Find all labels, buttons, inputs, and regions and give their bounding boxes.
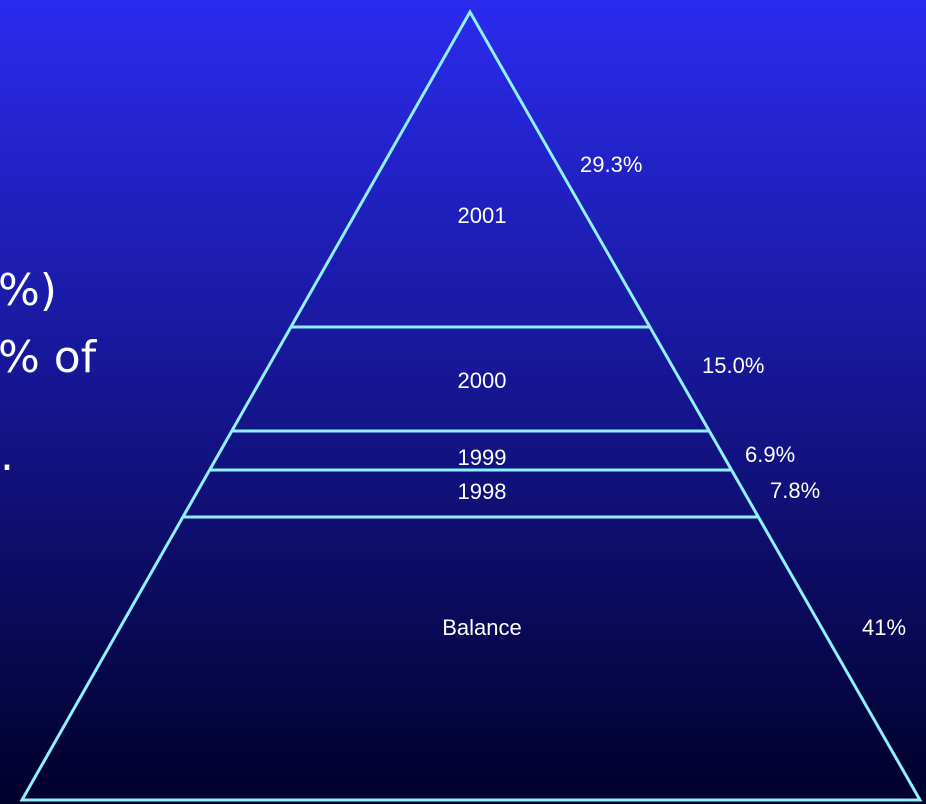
layer-share: 15.0% xyxy=(702,353,764,378)
side-text: %) xyxy=(0,265,57,316)
side-text: . xyxy=(0,430,14,481)
pyramid-outline xyxy=(19,8,923,802)
layer-share: 7.8% xyxy=(770,478,820,503)
layer-share: 6.9% xyxy=(745,442,795,467)
side-text: % of xyxy=(0,332,98,383)
pyramid xyxy=(19,8,923,802)
layer-share: 41% xyxy=(862,615,906,640)
layer-share: 29.3% xyxy=(580,152,642,177)
layer-label: 2001 xyxy=(458,203,507,228)
layer-label: Balance xyxy=(442,615,522,640)
layer-label: 2000 xyxy=(458,368,507,393)
layer-label: 1999 xyxy=(458,445,507,470)
layer-label: 1998 xyxy=(458,479,507,504)
